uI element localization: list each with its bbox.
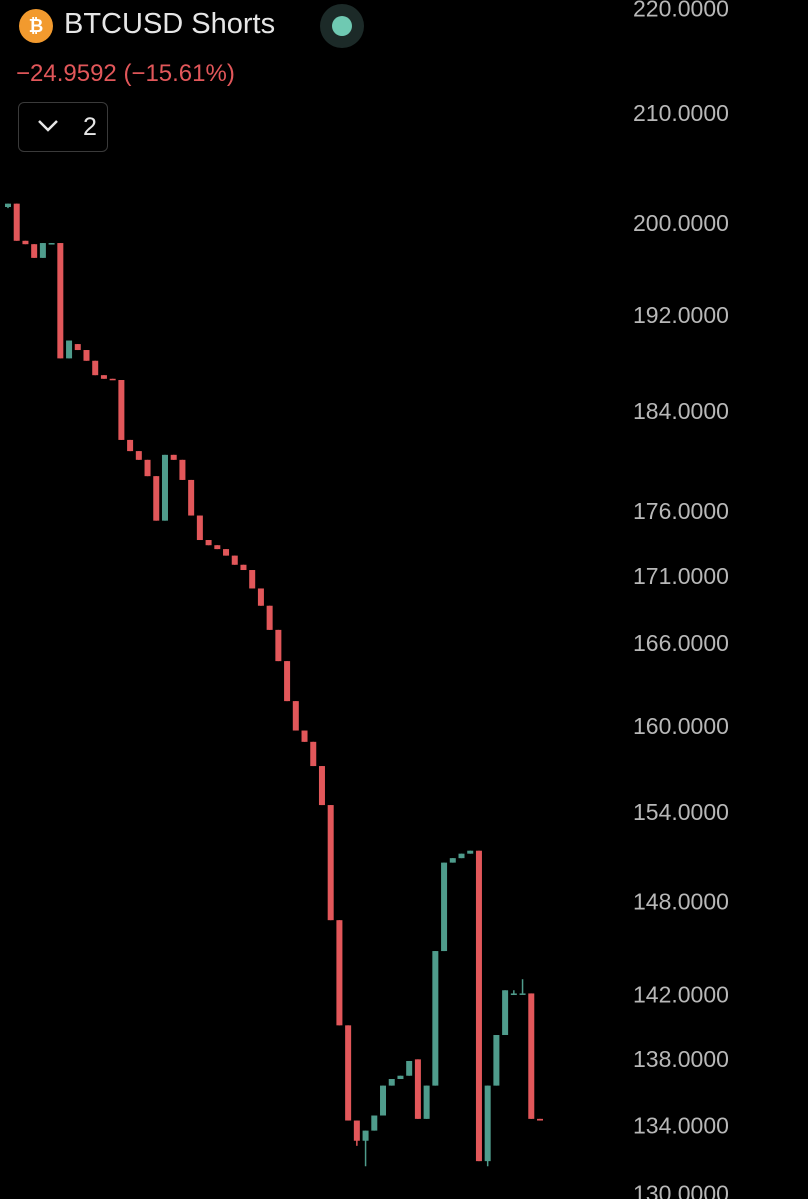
candle-body xyxy=(83,350,90,361)
candle-body xyxy=(458,853,465,859)
candle-body xyxy=(510,993,517,996)
candle-body xyxy=(397,1075,404,1080)
status-dot xyxy=(332,16,352,36)
y-tick-label: 138.0000 xyxy=(633,1046,729,1072)
candle-body xyxy=(231,555,238,565)
y-tick-label: 142.0000 xyxy=(633,982,729,1008)
candle-body xyxy=(502,990,509,1036)
candle-body xyxy=(127,439,134,452)
candle-body xyxy=(310,741,317,767)
candle-body xyxy=(353,1120,360,1141)
candle-body xyxy=(266,605,273,630)
candle-body xyxy=(74,344,81,351)
candle-body xyxy=(5,203,11,208)
candle-body xyxy=(301,730,308,742)
y-tick-label: 160.0000 xyxy=(633,713,729,739)
candle-body xyxy=(380,1085,387,1116)
candle-body xyxy=(66,340,73,359)
candle-body xyxy=(92,360,99,376)
y-tick-label: 220.0000 xyxy=(633,0,729,21)
candle-body xyxy=(22,240,29,245)
candle-body xyxy=(153,476,160,521)
candle-body xyxy=(292,701,299,731)
candle-body xyxy=(275,629,282,662)
y-tick-label: 154.0000 xyxy=(633,799,729,825)
candle-body xyxy=(537,1118,543,1121)
indicator-count: 2 xyxy=(83,113,97,141)
candle-body xyxy=(318,766,325,806)
y-tick-label: 200.0000 xyxy=(633,210,729,236)
indicator-toggle[interactable]: 2 xyxy=(18,102,108,152)
y-tick-label: 148.0000 xyxy=(633,888,729,914)
candle-body xyxy=(223,549,230,556)
candle-body xyxy=(161,454,168,521)
candle-body xyxy=(109,378,116,381)
candle-body xyxy=(144,459,151,477)
y-tick-label: 134.0000 xyxy=(633,1112,729,1138)
candle-body xyxy=(423,1085,430,1119)
candle-body xyxy=(13,203,20,241)
candle-body xyxy=(188,479,195,516)
btc-icon xyxy=(19,9,53,43)
candle-body xyxy=(284,661,291,702)
candle-body xyxy=(414,1059,421,1119)
y-tick-label: 210.0000 xyxy=(633,100,729,126)
y-tick-label: 130.0000 xyxy=(633,1181,729,1199)
y-tick-label: 184.0000 xyxy=(633,398,729,424)
candle-body xyxy=(371,1115,378,1131)
candle-body xyxy=(327,805,334,921)
candle-body xyxy=(493,1035,500,1086)
candle-body xyxy=(240,564,247,571)
candle-body xyxy=(214,545,221,550)
candle-body xyxy=(179,459,186,480)
candle-body xyxy=(441,862,448,952)
candle-body xyxy=(406,1060,413,1076)
candle-body xyxy=(205,540,212,546)
candle-body xyxy=(31,244,38,258)
header-icons: ₿ xyxy=(19,4,364,48)
candle-body xyxy=(475,850,482,1162)
change: −24.9592 (−15.61%) xyxy=(16,60,235,87)
candle-body xyxy=(528,993,535,1119)
title: BTCUSD Shorts xyxy=(64,8,276,40)
y-tick-label: 166.0000 xyxy=(633,630,729,656)
candle-body xyxy=(432,951,439,1086)
y-tick-label: 171.0000 xyxy=(633,563,729,589)
btc-symbol: ₿ xyxy=(29,16,44,37)
candle-body xyxy=(39,243,46,258)
candle-body xyxy=(135,451,142,460)
candle-body xyxy=(57,243,64,359)
candle-body xyxy=(449,858,456,863)
candle-body xyxy=(118,379,125,440)
candle-body xyxy=(249,570,256,589)
candle-body xyxy=(362,1130,369,1141)
candle-body xyxy=(519,993,526,995)
candle-body xyxy=(484,1085,491,1162)
candle-body xyxy=(100,375,107,379)
candle-body xyxy=(257,588,264,606)
y-tick-label: 176.0000 xyxy=(633,498,729,524)
chevron xyxy=(38,120,58,132)
candle-body xyxy=(336,920,343,1026)
candle-body xyxy=(345,1025,352,1121)
candle-body xyxy=(170,454,177,460)
y-tick-label: 192.0000 xyxy=(633,302,729,328)
candle-body xyxy=(467,850,474,854)
candle-body xyxy=(196,515,203,541)
candle-body xyxy=(48,243,55,245)
candle-body xyxy=(388,1079,395,1086)
